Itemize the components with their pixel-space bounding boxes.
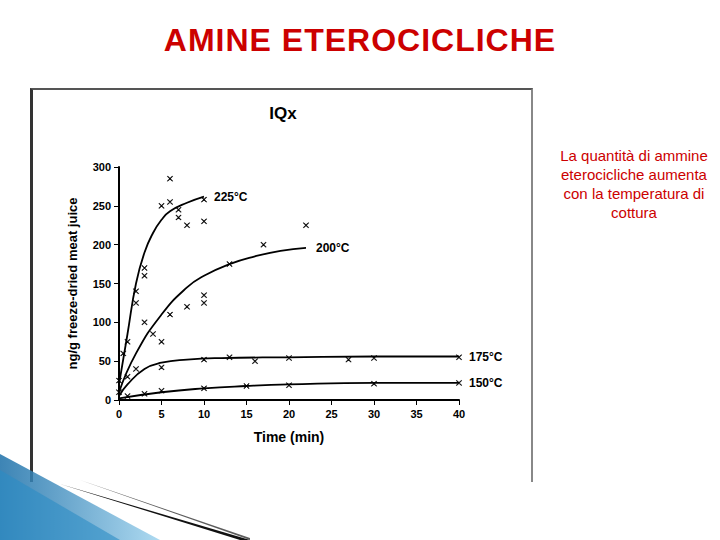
svg-text:25: 25 bbox=[325, 408, 337, 420]
svg-text:0: 0 bbox=[116, 408, 122, 420]
svg-text:40: 40 bbox=[453, 408, 465, 420]
svg-text:20: 20 bbox=[283, 408, 295, 420]
html-text:La quantità di ammine eterocic: La quantità di ammine eterocicliche aume… bbox=[560, 147, 708, 221]
svg-text:300: 300 bbox=[93, 161, 111, 173]
svg-text:5: 5 bbox=[158, 408, 164, 420]
svg-text:100: 100 bbox=[93, 316, 111, 328]
svg-text:200°C: 200°C bbox=[316, 241, 350, 255]
svg-text:10: 10 bbox=[198, 408, 210, 420]
svg-text:250: 250 bbox=[93, 200, 111, 212]
html-text:AMINE ETEROCICLICHE: AMINE ETEROCICLICHE bbox=[163, 22, 557, 58]
svg-text:150: 150 bbox=[93, 278, 111, 290]
svg-text:150°C: 150°C bbox=[469, 376, 503, 390]
svg-text:35: 35 bbox=[410, 408, 422, 420]
svg-text:50: 50 bbox=[99, 355, 111, 367]
svg-text:225°C: 225°C bbox=[214, 190, 248, 204]
svg-text:IQx: IQx bbox=[269, 104, 297, 123]
svg-text:30: 30 bbox=[368, 408, 380, 420]
svg-text:15: 15 bbox=[240, 408, 252, 420]
svg-text:Time (min): Time (min) bbox=[254, 429, 325, 445]
svg-text:ng/g freeze-dried meat juice: ng/g freeze-dried meat juice bbox=[65, 198, 80, 370]
svg-text:200: 200 bbox=[93, 239, 111, 251]
svg-text:0: 0 bbox=[105, 394, 111, 406]
svg-text:175°C: 175°C bbox=[469, 350, 503, 364]
